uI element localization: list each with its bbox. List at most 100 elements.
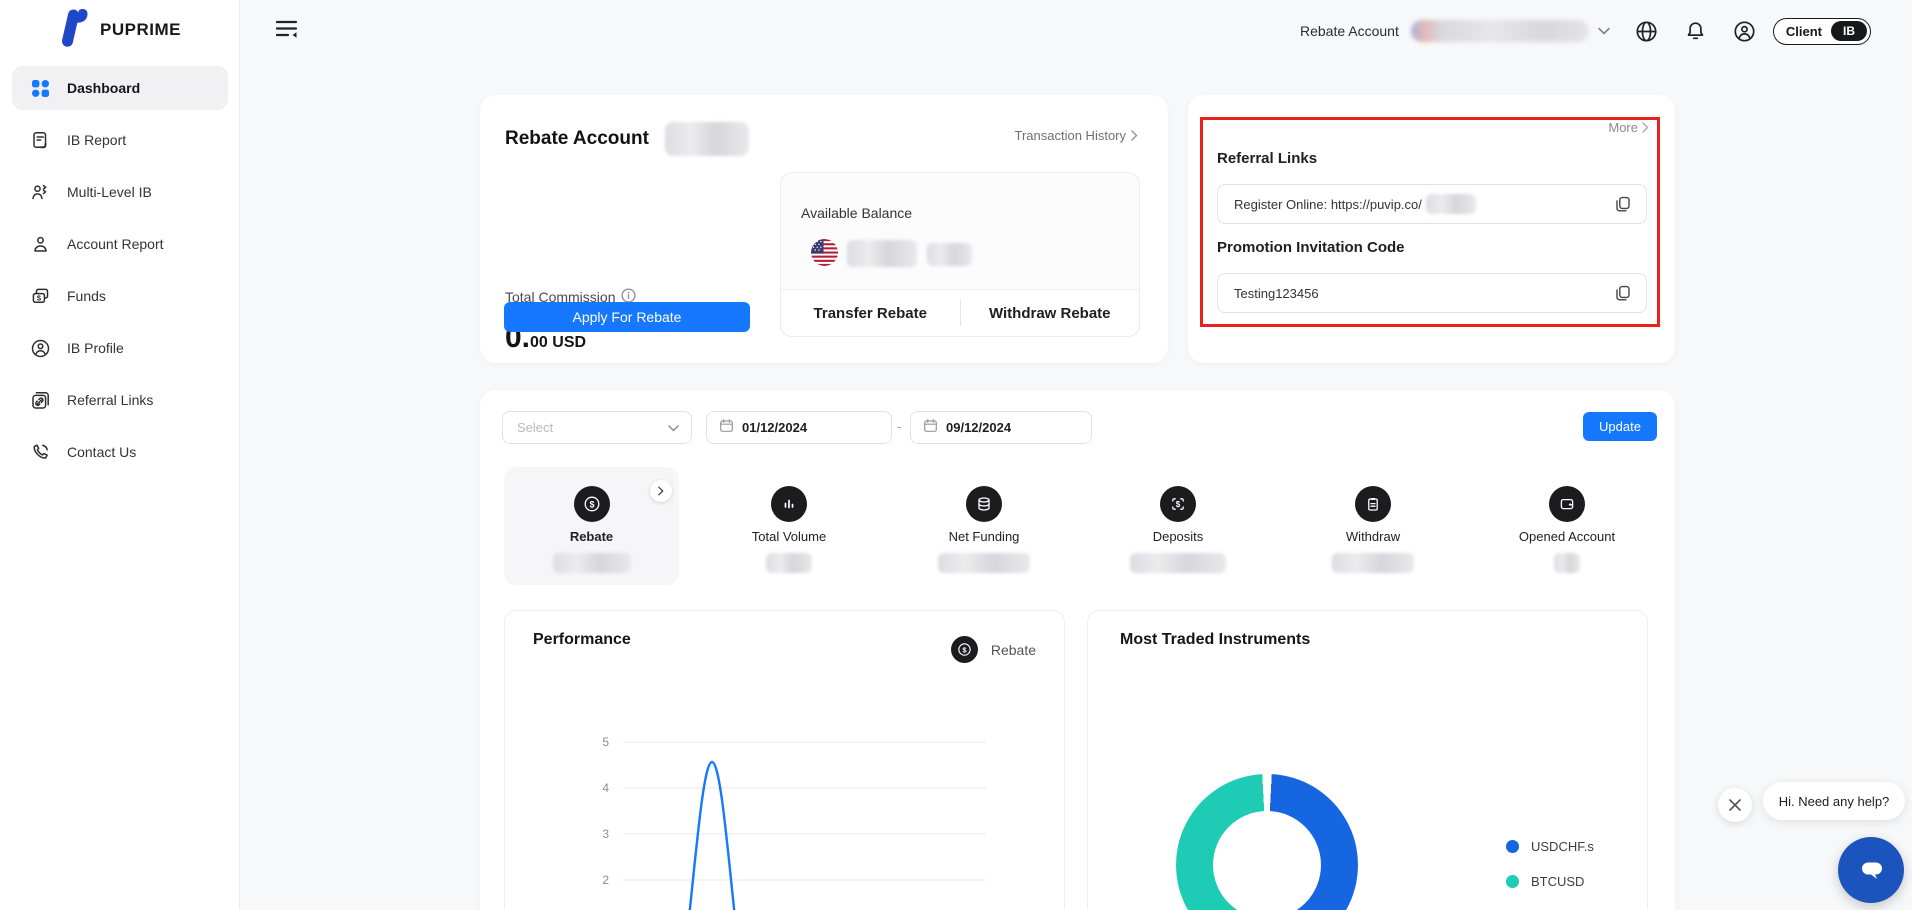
performance-legend: $ Rebate — [950, 636, 1036, 663]
analytics-panel: Select 01/12/2024 - 09/12/2024 Update — [480, 390, 1675, 910]
date-to-value: 09/12/2024 — [946, 420, 1012, 435]
total-commission-label: Total Commission — [505, 289, 616, 305]
account-report-icon — [30, 234, 51, 255]
stats-row: $ Rebate Total Volume — [504, 467, 1654, 585]
stat-expand-chevron[interactable] — [650, 480, 672, 502]
rebate-account-label: Rebate Account — [1300, 23, 1399, 39]
globe-icon[interactable] — [1635, 20, 1658, 43]
update-button[interactable]: Update — [1583, 412, 1657, 441]
sidebar-item-label: Account Report — [67, 236, 164, 252]
info-icon[interactable] — [621, 288, 637, 306]
redacted-stat-value — [1554, 553, 1580, 573]
sidebar-item-ib-profile[interactable]: IB Profile — [12, 326, 228, 370]
copy-icon[interactable] — [1614, 195, 1632, 213]
redacted-balance-currency — [927, 243, 972, 266]
brand-logo[interactable]: PUPRIME — [56, 6, 181, 53]
stat-opened-account[interactable]: Opened Account — [1487, 467, 1647, 585]
instruments-donut-chart — [1176, 774, 1358, 910]
legend-label: USDCHF.s — [1531, 839, 1594, 854]
instruments-card: Most Traded Instruments USDCHF.s BTCUSD — [1087, 610, 1648, 910]
more-link[interactable]: More — [1608, 120, 1649, 135]
transaction-history-label: Transaction History — [1014, 128, 1127, 143]
chat-bubble-icon — [1862, 862, 1882, 879]
legend-label: BTCUSD — [1531, 874, 1585, 889]
client-ib-toggle[interactable]: Client IB — [1772, 17, 1871, 45]
promotion-code-field[interactable]: Testing123456 — [1217, 273, 1647, 313]
y-tick: 2 — [602, 873, 609, 887]
sidebar-item-contact-us[interactable]: Contact Us — [12, 430, 228, 474]
multi-level-ib-icon — [30, 182, 51, 203]
dashboard-grid-icon — [30, 78, 51, 99]
sidebar-item-ib-report[interactable]: IB Report — [12, 118, 228, 162]
collapse-sidebar-icon[interactable] — [275, 19, 298, 39]
chevron-down-icon[interactable] — [1598, 22, 1610, 40]
sidebar-item-multi-level-ib[interactable]: Multi-Level IB — [12, 170, 228, 214]
date-from-value: 01/12/2024 — [742, 420, 808, 435]
sidebar-item-label: Funds — [67, 288, 106, 304]
promotion-code-title: Promotion Invitation Code — [1217, 239, 1405, 256]
select-placeholder: Select — [517, 420, 554, 435]
legend-dot-icon — [1506, 840, 1519, 853]
sidebar-item-funds[interactable]: $ Funds — [12, 274, 228, 318]
transfer-rebate-button[interactable]: Transfer Rebate — [813, 304, 927, 322]
chat-dismiss-button[interactable] — [1718, 788, 1752, 822]
sidebar-nav: Dashboard IB Report — [12, 66, 228, 482]
apply-for-rebate-button[interactable]: Apply For Rebate — [504, 302, 750, 332]
sidebar-item-referral-links[interactable]: Referral Links — [12, 378, 228, 422]
withdraw-rebate-button[interactable]: Withdraw Rebate — [988, 304, 1111, 322]
rebate-card-title: Rebate Account — [505, 128, 649, 149]
stat-label: Net Funding — [948, 529, 1020, 544]
redacted-stat-value — [1332, 553, 1414, 573]
sidebar: PUPRIME Dashboard — [0, 0, 240, 910]
bell-icon[interactable] — [1684, 20, 1707, 43]
redacted-stat-value — [766, 553, 812, 573]
date-to-input[interactable]: 09/12/2024 — [910, 411, 1092, 444]
dollar-circle-icon: $ — [950, 636, 978, 663]
balance-actions: Transfer Rebate Withdraw Rebate — [781, 289, 1139, 336]
performance-line-chart: 5 4 3 2 — [602, 735, 986, 910]
stat-rebate[interactable]: $ Rebate — [504, 467, 679, 585]
performance-legend-label: Rebate — [990, 641, 1036, 658]
legend-dot-icon — [1506, 875, 1519, 888]
ib-profile-icon — [30, 338, 51, 359]
divider — [959, 300, 961, 326]
y-tick: 3 — [602, 827, 609, 841]
chat-launcher-button[interactable] — [1838, 837, 1904, 903]
deposit-scan-icon: $ — [1160, 486, 1196, 522]
svg-text:$: $ — [37, 293, 42, 302]
register-link-field[interactable]: Register Online: https://puvip.co/ — [1217, 184, 1647, 224]
legend-item: BTCUSD — [1506, 874, 1594, 889]
sidebar-item-label: IB Profile — [67, 340, 124, 356]
withdraw-clipboard-icon — [1355, 486, 1391, 522]
svg-text:$: $ — [589, 499, 594, 509]
transaction-history-link[interactable]: Transaction History — [1015, 128, 1139, 143]
stat-total-volume[interactable]: Total Volume — [709, 467, 869, 585]
stat-net-funding[interactable]: Net Funding — [904, 467, 1064, 585]
copy-icon[interactable] — [1614, 284, 1632, 302]
stat-label: Deposits — [1152, 529, 1204, 544]
svg-text:$: $ — [962, 645, 967, 654]
sidebar-item-dashboard[interactable]: Dashboard — [12, 66, 228, 110]
redacted-account-number[interactable] — [1410, 20, 1589, 42]
date-from-input[interactable]: 01/12/2024 — [706, 411, 892, 444]
referral-links-title: Referral Links — [1217, 150, 1318, 167]
sidebar-item-label: IB Report — [67, 132, 127, 148]
more-label: More — [1608, 120, 1638, 135]
stat-deposits[interactable]: $ Deposits — [1098, 467, 1258, 585]
redacted-link-code — [1425, 194, 1476, 214]
calendar-icon — [923, 418, 938, 438]
chevron-down-icon — [668, 419, 679, 437]
stat-withdraw[interactable]: Withdraw — [1293, 467, 1453, 585]
user-icon[interactable] — [1733, 20, 1756, 43]
amount-fraction: 00 USD — [530, 334, 587, 351]
chat-greeting-bubble[interactable]: Hi. Need any help? — [1763, 782, 1905, 820]
ib-report-icon — [30, 130, 51, 151]
svg-text:$: $ — [1176, 500, 1181, 509]
sidebar-item-label: Contact Us — [67, 444, 137, 460]
account-select[interactable]: Select — [502, 411, 692, 444]
referral-links-icon — [30, 390, 51, 411]
sidebar-item-account-report[interactable]: Account Report — [12, 222, 228, 266]
rebate-series-line — [688, 760, 736, 910]
brand-name: PUPRIME — [100, 19, 181, 39]
